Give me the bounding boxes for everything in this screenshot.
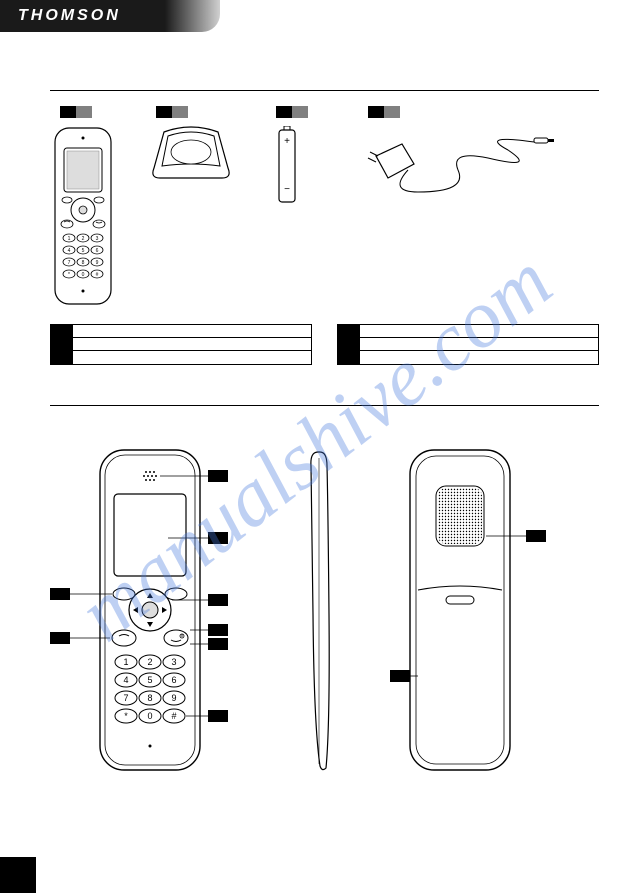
svg-text:9: 9 — [96, 260, 99, 266]
svg-text:4: 4 — [68, 248, 71, 254]
svg-text:6: 6 — [171, 675, 176, 685]
svg-text:2: 2 — [147, 657, 152, 667]
svg-text:9: 9 — [171, 693, 176, 703]
divider-top — [50, 90, 599, 91]
svg-text:0: 0 — [147, 711, 152, 721]
marker-3 — [276, 106, 308, 118]
marker-2 — [156, 106, 188, 118]
svg-text:1: 1 — [68, 236, 71, 242]
svg-text:*: * — [68, 272, 70, 278]
back-view-group — [390, 446, 550, 776]
svg-text:3: 3 — [171, 657, 176, 667]
item-base — [146, 106, 236, 184]
item-handset: 1 2 3 4 5 6 7 8 9 * 0 # — [50, 106, 116, 306]
battery-illustration: + − — [273, 126, 301, 204]
svg-text:2: 2 — [82, 236, 85, 242]
handset-front-view: 1 2 3 4 5 6 7 8 9 * 0 # — [50, 446, 250, 776]
svg-text:5: 5 — [82, 248, 85, 254]
info-table-2 — [337, 324, 599, 365]
divider-mid — [50, 405, 599, 406]
svg-text:4: 4 — [123, 675, 128, 685]
page-number-box — [0, 857, 36, 893]
brand-logo: THOMSON — [18, 7, 121, 25]
handset-back-view — [390, 446, 550, 776]
svg-text:0: 0 — [82, 272, 85, 278]
svg-text:*: * — [124, 711, 128, 721]
svg-text:3: 3 — [96, 236, 99, 242]
header-bar: THOMSON — [0, 0, 220, 32]
marker-4 — [368, 106, 400, 118]
base-illustration — [146, 126, 236, 184]
svg-text:+: + — [284, 136, 290, 147]
svg-text:7: 7 — [123, 693, 128, 703]
svg-text:5: 5 — [147, 675, 152, 685]
svg-text:8: 8 — [82, 260, 85, 266]
svg-text:7: 7 — [68, 260, 71, 266]
marker-1 — [60, 106, 92, 118]
box-contents-row: 1 2 3 4 5 6 7 8 9 * 0 # + — [50, 106, 599, 306]
svg-text:8: 8 — [147, 693, 152, 703]
front-view-group: 1 2 3 4 5 6 7 8 9 * 0 # — [50, 446, 250, 776]
svg-text:−: − — [284, 184, 290, 195]
info-tables — [50, 324, 599, 365]
svg-text:#: # — [171, 711, 176, 721]
item-adapter — [358, 106, 558, 216]
handset-side-view — [300, 446, 340, 776]
info-table-1 — [50, 324, 312, 365]
handset-views: 1 2 3 4 5 6 7 8 9 * 0 # — [50, 446, 599, 776]
svg-text:6: 6 — [96, 248, 99, 254]
svg-text:1: 1 — [123, 657, 128, 667]
handset-illustration: 1 2 3 4 5 6 7 8 9 * 0 # — [50, 126, 116, 306]
svg-text:#: # — [96, 272, 99, 278]
page-content: 1 2 3 4 5 6 7 8 9 * 0 # + — [50, 80, 599, 776]
item-battery: + − — [266, 106, 308, 204]
adapter-illustration — [358, 126, 558, 216]
